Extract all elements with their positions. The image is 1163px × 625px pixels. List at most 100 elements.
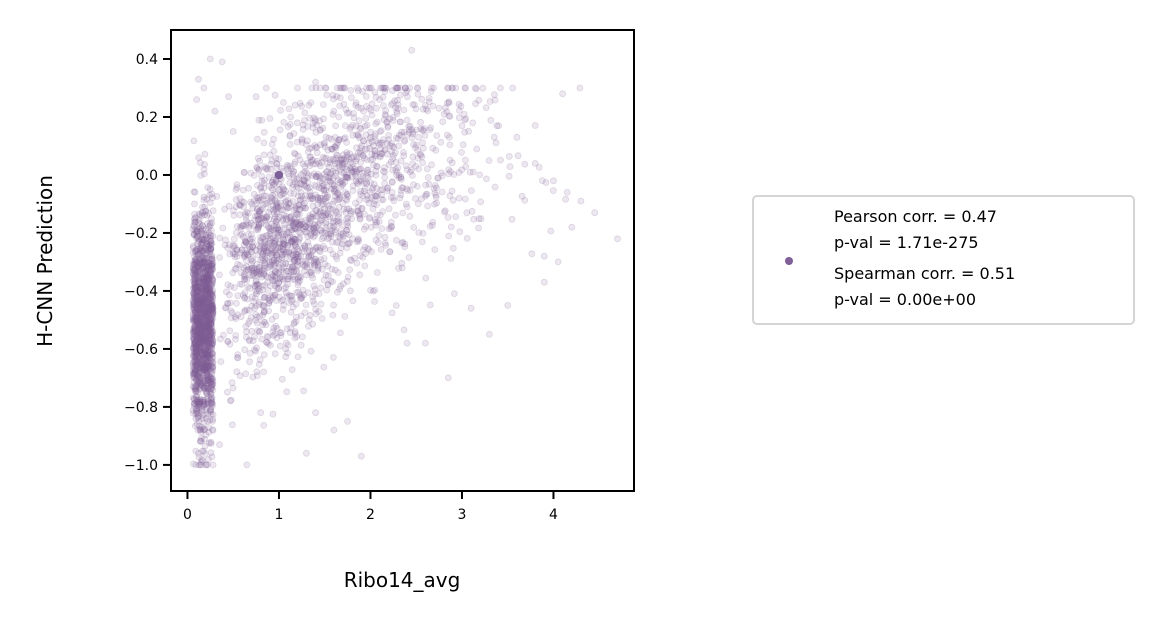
scatter-point <box>577 197 585 205</box>
scatter-point <box>204 233 212 241</box>
scatter-point <box>195 315 203 322</box>
scatter-point <box>205 223 213 231</box>
scatter-point <box>192 344 200 352</box>
scatter-point <box>191 219 199 227</box>
scatter-point <box>207 331 214 339</box>
scatter-point <box>324 177 332 184</box>
scatter-point <box>239 291 247 299</box>
scatter-point <box>200 170 208 178</box>
scatter-point <box>325 202 333 210</box>
scatter-point <box>195 403 203 410</box>
scatter-point <box>191 280 199 288</box>
scatter-point <box>203 283 211 291</box>
scatter-point <box>201 295 209 303</box>
scatter-point <box>568 223 576 231</box>
scatter-point <box>191 339 199 347</box>
scatter-point <box>204 289 212 296</box>
scatter-point <box>206 347 214 355</box>
scatter-point <box>192 291 200 299</box>
scatter-point <box>192 304 200 312</box>
scatter-point <box>221 241 229 249</box>
scatter-point <box>199 298 207 306</box>
scatter-point <box>487 116 495 124</box>
scatter-point <box>193 410 201 418</box>
scatter-point <box>205 331 213 339</box>
scatter-point <box>260 151 268 159</box>
scatter-point <box>201 383 209 391</box>
scatter-point <box>307 268 315 275</box>
scatter-point <box>276 226 284 234</box>
scatter-point <box>192 284 200 292</box>
scatter-point <box>192 271 200 279</box>
scatter-point <box>198 408 206 415</box>
scatter-point <box>203 279 211 287</box>
scatter-point <box>244 251 252 259</box>
scatter-point <box>324 272 332 280</box>
scatter-point <box>194 300 202 307</box>
scatter-point <box>204 318 212 326</box>
scatter-point <box>194 402 202 410</box>
scatter-point <box>381 233 389 241</box>
scatter-point <box>256 194 264 201</box>
scatter-point <box>299 125 307 133</box>
scatter-point <box>199 361 207 369</box>
scatter-point <box>199 294 207 302</box>
scatter-point <box>195 304 203 312</box>
scatter-point <box>268 315 276 323</box>
scatter-point <box>209 426 216 434</box>
scatter-point <box>202 364 210 372</box>
scatter-point <box>482 175 490 183</box>
scatter-point <box>190 378 198 386</box>
scatter-point <box>203 258 210 266</box>
scatter-point <box>367 84 375 92</box>
scatter-point <box>201 311 209 319</box>
scatter-point <box>194 283 201 291</box>
scatter-point <box>206 293 214 301</box>
scatter-point <box>312 409 320 417</box>
scatter-point <box>286 329 294 337</box>
scatter-point <box>273 171 281 179</box>
scatter-point <box>461 116 469 124</box>
scatter-point <box>492 139 500 147</box>
scatter-point <box>200 316 208 324</box>
scatter-point <box>203 307 211 315</box>
scatter-point <box>225 93 233 101</box>
scatter-point <box>194 372 201 380</box>
scatter-point <box>203 272 211 280</box>
scatter-point <box>201 351 209 359</box>
scatter-point <box>291 275 299 283</box>
x-tick-label: 3 <box>458 507 467 523</box>
scatter-point <box>205 309 213 317</box>
scatter-point <box>195 75 202 83</box>
scatter-point <box>192 257 200 265</box>
scatter-point <box>359 88 367 95</box>
scatter-point <box>521 160 529 168</box>
scatter-point <box>191 324 199 332</box>
scatter-point <box>354 149 362 157</box>
scatter-point <box>196 269 204 277</box>
scatter-point <box>191 338 199 346</box>
scatter-point <box>205 341 213 349</box>
scatter-point <box>203 292 211 300</box>
scatter-point <box>191 330 199 338</box>
scatter-point <box>197 345 205 353</box>
scatter-point <box>190 400 198 408</box>
scatter-point <box>200 348 208 356</box>
scatter-point <box>202 207 210 215</box>
scatter-point <box>196 331 203 339</box>
scatter-point <box>191 301 199 309</box>
scatter-point <box>193 316 201 324</box>
scatter-point <box>193 350 201 358</box>
scatter-point <box>193 337 201 345</box>
scatter-point <box>275 279 283 287</box>
scatter-point <box>205 317 213 325</box>
scatter-point <box>201 305 209 313</box>
scatter-point <box>191 302 199 310</box>
scatter-point <box>421 339 429 347</box>
scatter-point <box>207 357 215 365</box>
scatter-point <box>206 353 214 361</box>
scatter-point <box>461 195 469 203</box>
scatter-point <box>197 300 205 308</box>
scatter-point <box>192 317 200 325</box>
scatter-point <box>320 254 328 262</box>
